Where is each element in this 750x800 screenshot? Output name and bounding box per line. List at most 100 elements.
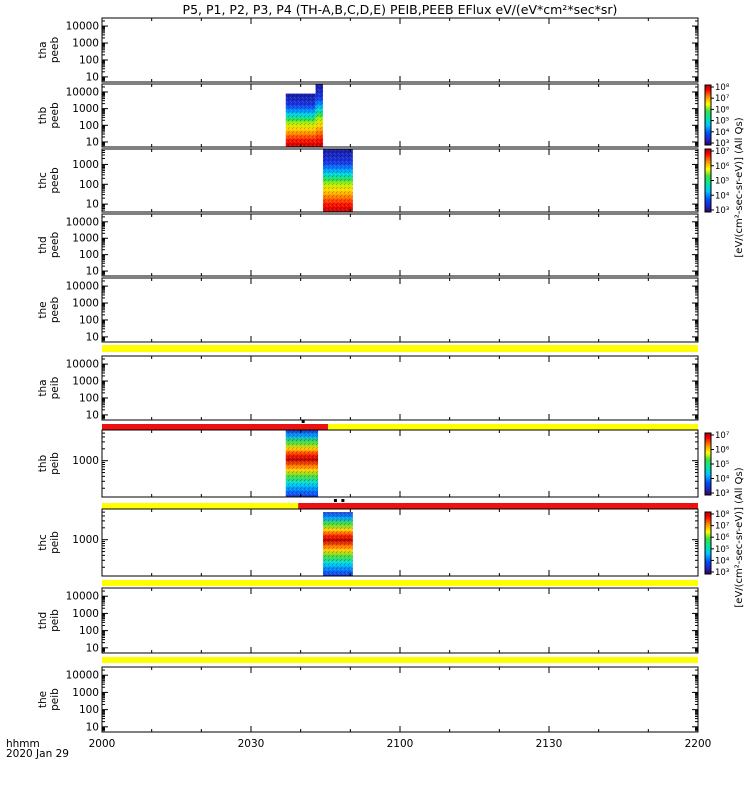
x-tick-label: 2130: [536, 738, 563, 750]
flag-bar-segment-1-1: [327, 424, 698, 430]
y-tick-label-tha-peib: 10: [86, 409, 99, 421]
panel-label-thd-peeb: thd peeb: [37, 232, 61, 259]
spectrogram-texture-thb-peib-0: [285, 430, 319, 497]
colorbar-tick-label-thc-peeb: 10⁷: [715, 147, 730, 157]
colorbar-tick-label-thb-peeb: 10⁴: [715, 128, 730, 138]
spectrogram-texture-thb-peeb-1: [315, 84, 324, 147]
y-tick-label-thc-peeb: 10: [86, 199, 99, 211]
y-tick-label-the-peib: 1000: [72, 687, 99, 699]
y-tick-label-thd-peib: 100: [79, 625, 99, 637]
y-tick-label-thd-peeb: 1000: [72, 233, 99, 245]
panel-label-probe-tha-peeb: tha: [37, 41, 49, 58]
colorbar-tick-label-thc-peib: 10⁷: [715, 522, 730, 532]
y-tick-label-thb-peeb: 10: [86, 136, 99, 148]
panel-label-type-tha-peib: peib: [49, 376, 61, 399]
colorbar-tick-label-thc-peeb: 10⁴: [715, 191, 730, 201]
x-tick-label: 2000: [89, 738, 116, 750]
panel-frame-the-peib: [101, 666, 699, 733]
panel-label-the-peeb: the peeb: [37, 297, 61, 324]
panel-label-thd-peib: thd peib: [37, 609, 61, 632]
colorbar-tick-label-thc-peib: 10³: [715, 568, 729, 578]
flag-bar-segment-2-0: [102, 503, 299, 509]
panel-label-type-thb-peeb: peeb: [49, 102, 61, 129]
colorbar-thc-peib: [704, 511, 712, 575]
y-tick-label-the-peeb: 10: [86, 331, 99, 343]
colorbar-tick-label-thb-peeb: 10³: [715, 139, 729, 149]
panel-frame-thc-peeb: [101, 148, 699, 213]
colorbar-label-group-1: [eV/(cm²-sec-sr-eV)] (All Qs): [734, 467, 745, 607]
colorbar-thc-peeb: [704, 148, 712, 213]
panel-label-the-peib: the peib: [37, 688, 61, 711]
y-tick-label-thc-peeb: 100: [79, 179, 99, 191]
panel-label-tha-peeb: tha peeb: [37, 37, 61, 64]
y-tick-label-the-peib: 100: [79, 704, 99, 716]
colorbar-tick-label-thb-peib: 10⁶: [715, 446, 730, 456]
panel-frame-thc-peib: [101, 508, 699, 577]
panel-label-probe-thd-peeb: thd: [37, 236, 49, 253]
panel-frame-thb-peib: [101, 429, 699, 498]
panel-label-tha-peib: tha peib: [37, 376, 61, 399]
panel-label-type-thd-peib: peib: [49, 609, 61, 632]
panel-label-probe-thb-peeb: thb: [37, 106, 49, 124]
colorbar-tick-label-thb-peeb: 10⁸: [715, 83, 730, 93]
panel-label-type-tha-peeb: peeb: [49, 37, 61, 64]
colorbar-tick-label-thb-peib: 10³: [715, 489, 729, 499]
flag-bar-segment-0-0: [102, 345, 698, 352]
panel-frame-thd-peeb: [101, 213, 699, 277]
y-tick-label-tha-peeb: 1000: [72, 38, 99, 50]
panel-label-type-thc-peib: peib: [49, 531, 61, 554]
chart-title: P5, P1, P2, P3, P4 (TH-A,B,C,D,E) PEIB,P…: [182, 2, 618, 17]
x-tick-label: 2200: [685, 738, 712, 750]
y-tick-label-thd-peeb: 10000: [66, 216, 99, 228]
y-tick-label-tha-peib: 1000: [72, 376, 99, 388]
colorbar-thb-peib: [704, 432, 712, 496]
y-tick-label-the-peib: 10: [86, 721, 99, 733]
colorbar-tick-label-thb-peib: 10⁵: [715, 460, 729, 470]
y-tick-label-the-peeb: 10000: [66, 281, 99, 293]
y-tick-label-thd-peib: 10000: [66, 591, 99, 603]
panel-frame-tha-peeb: [101, 17, 699, 83]
panel-frame-the-peeb: [101, 277, 699, 343]
panel-label-probe-thd-peib: thd: [37, 612, 49, 629]
colorbar-thb-peeb: [704, 84, 712, 146]
colorbar-tick-label-thc-peib: 10⁸: [715, 510, 730, 520]
flag-mark-2-0: [333, 499, 337, 502]
y-tick-label-the-peeb: 1000: [72, 298, 99, 310]
colorbar-tick-label-thc-peib: 10⁵: [715, 545, 729, 555]
colorbar-tick-label-thb-peib: 10⁴: [715, 475, 730, 485]
panel-label-type-the-peib: peib: [49, 688, 61, 711]
x-tick-label: 2030: [238, 738, 265, 750]
data-layer: [102, 84, 698, 663]
y-tick-label-tha-peib: 100: [79, 392, 99, 404]
flag-bar-segment-1-0: [102, 424, 328, 430]
x-tick-label: 2100: [387, 738, 414, 750]
y-tick-label-the-peib: 10000: [66, 670, 99, 682]
panel-frame-thb-peeb: [101, 83, 699, 148]
colorbar-tick-label-thb-peib: 10⁷: [715, 431, 730, 441]
panel-label-probe-thc-peib: thc: [37, 534, 49, 551]
panel-label-probe-the-peeb: the: [37, 301, 49, 318]
y-tick-label-thb-peeb: 10000: [66, 86, 99, 98]
panel-frame-thd-peib: [101, 587, 699, 654]
colorbar-tick-label-thc-peeb: 10³: [715, 206, 729, 216]
y-tick-label-thb-peeb: 1000: [72, 103, 99, 115]
panel-label-thc-peeb: thc peeb: [37, 167, 61, 194]
x-axis-date: 2020 Jan 29: [6, 748, 69, 760]
panel-label-thb-peeb: thb peeb: [37, 102, 61, 129]
y-tick-label-thd-peib: 1000: [72, 608, 99, 620]
y-tick-label-thb-peib: 1000: [72, 455, 99, 467]
panel-label-thb-peib: thb peib: [37, 452, 61, 475]
y-tick-label-tha-peeb: 100: [79, 54, 99, 66]
panel-label-type-thb-peib: peib: [49, 452, 61, 475]
colorbar-tick-label-thb-peeb: 10⁷: [715, 94, 730, 104]
colorbar-tick-label-thc-peeb: 10⁶: [715, 162, 730, 172]
panel-label-probe-thc-peeb: thc: [37, 172, 49, 189]
y-tick-label-thc-peib: 1000: [72, 534, 99, 546]
colorbar-tick-label-thc-peib: 10⁶: [715, 533, 730, 543]
y-tick-label-thd-peeb: 100: [79, 249, 99, 261]
y-tick-label-tha-peeb: 10000: [66, 21, 99, 33]
y-tick-label-thc-peeb: 1000: [72, 159, 99, 171]
y-tick-label-thd-peib: 10: [86, 642, 99, 654]
